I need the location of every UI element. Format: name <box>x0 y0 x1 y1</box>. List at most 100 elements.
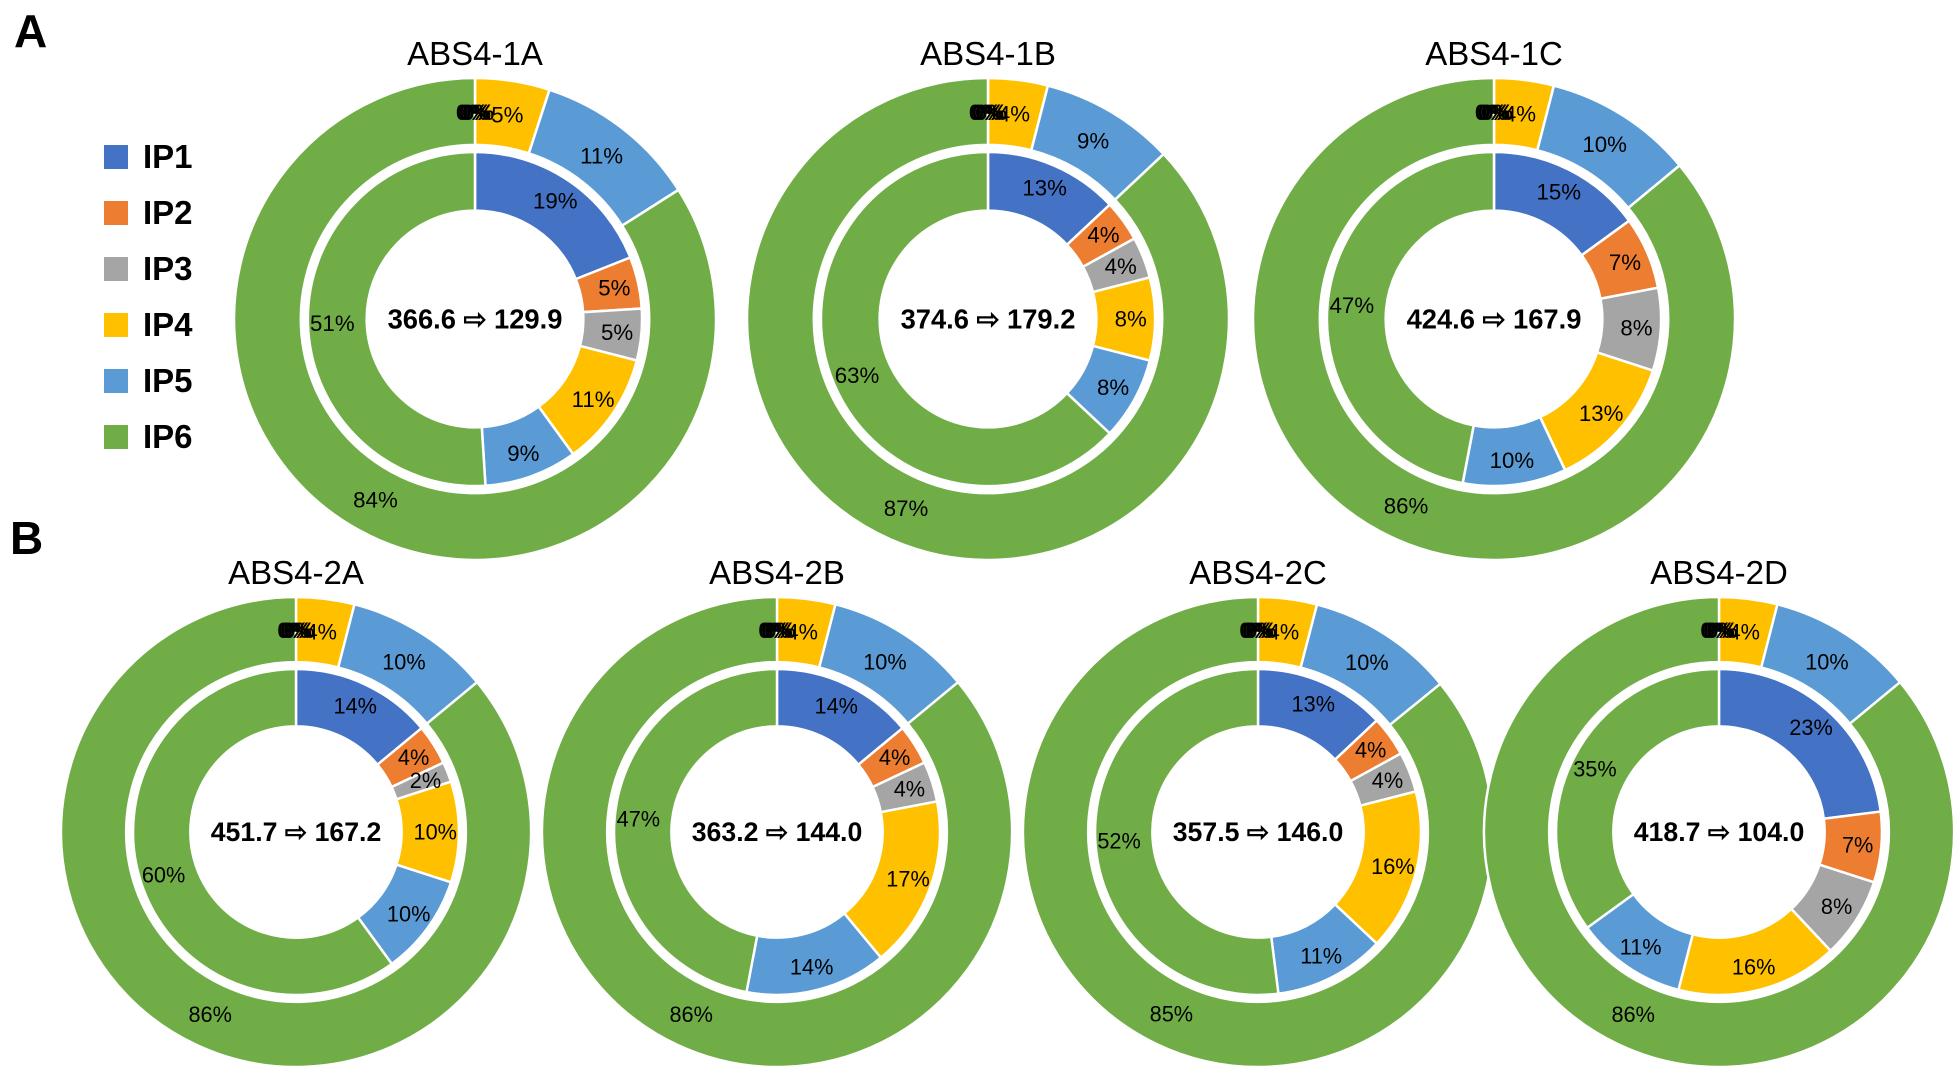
donut-svg: 0%0%0%4%10%86%14%4%2%10%10%60%451.7 ⇨ 16… <box>59 595 533 1069</box>
segment-label: 0% <box>1239 618 1270 643</box>
segment-label: 4% <box>879 745 910 770</box>
center-value-label: 374.6 ⇨ 179.2 <box>901 304 1076 335</box>
segment-label: 10% <box>387 901 430 926</box>
donut-svg: 0%0%0%4%10%86%23%7%8%16%11%35%418.7 ⇨ 10… <box>1482 595 1956 1069</box>
donut-chart: ABS4-2D 0% 0% 0% 4% 10% 86% 23% 7% 8% 16% 11% 35% 41… <box>1482 551 1956 1069</box>
segment-label: 0% <box>975 100 1007 125</box>
legend-label: IP1 <box>143 138 193 175</box>
segment-label: 9% <box>507 441 539 466</box>
legend-item-ip2: IP2 <box>104 196 193 229</box>
donut-segment-ip6 <box>1482 595 1956 1069</box>
segment-label: 5% <box>491 102 523 127</box>
segment-label: 11% <box>572 387 615 412</box>
legend-item-ip3: IP3 <box>104 252 193 285</box>
legend-label: IP4 <box>143 306 193 343</box>
legend-item-ip5: IP5 <box>104 364 193 397</box>
segment-label: 86% <box>669 1002 712 1027</box>
segment-label: 16% <box>1732 954 1775 979</box>
donut-segment-ip6 <box>612 667 779 994</box>
segment-label: 4% <box>1372 768 1403 793</box>
segment-label: 7% <box>1609 250 1641 275</box>
donut-segment-ip6 <box>1093 667 1280 997</box>
segment-label: 10% <box>382 649 425 674</box>
chart-title: ABS4-2C <box>1189 554 1327 591</box>
segment-label: 0% <box>1706 618 1737 643</box>
segment-label: 5% <box>601 320 633 345</box>
legend-swatch <box>104 312 128 337</box>
segment-label: 86% <box>188 1002 231 1027</box>
segment-label: 51% <box>310 311 355 336</box>
segment-label: 4% <box>787 620 818 645</box>
segment-label: 7% <box>1842 833 1873 858</box>
segment-label: 47% <box>1330 293 1375 318</box>
segment-label: 0% <box>277 618 308 643</box>
segment-label: 13% <box>1292 692 1335 717</box>
segment-label: 10% <box>863 649 906 674</box>
donut-svg: 0%0%0%4%10%86%14%4%4%17%14%47% 363.2 ⇨ 14… <box>540 595 1014 1069</box>
donut-chart: ABS4-1A 0% 0% 0% 5% 11% 84% 19% 5% 5% 11% 9% 51% 366… <box>232 32 718 562</box>
segment-label: 0% <box>280 618 311 643</box>
segment-label: 9% <box>1077 129 1109 154</box>
chart-title: ABS4-2A <box>228 554 364 591</box>
legend-swatch <box>104 200 128 225</box>
segment-label: 4% <box>306 620 337 645</box>
legend-label: IP2 <box>143 194 193 231</box>
segment-label: 4% <box>1355 738 1386 763</box>
legend-swatch <box>104 144 128 169</box>
segment-label: 0% <box>459 100 491 125</box>
segment-label: 4% <box>1504 102 1536 127</box>
segment-label: 0% <box>1242 618 1273 643</box>
segment-label: 23% <box>1789 715 1832 740</box>
segment-label: 86% <box>1611 1002 1654 1027</box>
panel-label-b: B <box>10 512 44 564</box>
segment-label: 0% <box>758 618 789 643</box>
legend-swatch <box>104 256 128 281</box>
donut-segment-ip6 <box>540 595 1014 1069</box>
segment-label: 5% <box>598 275 630 300</box>
donut-segment-ip6 <box>745 76 1231 562</box>
segment-label: 10% <box>1582 132 1627 157</box>
legend-label: IP6 <box>143 418 193 455</box>
donut-chart: ABS4-1B 0% 0% 0% 4% 9% 87% 13% 4% 4% 8% 8% 63% 374.6… <box>745 32 1231 562</box>
segment-label: 86% <box>1384 493 1429 518</box>
chart-title: ABS4-1C <box>1425 35 1563 72</box>
center-value-label: 363.2 ⇨ 144.0 <box>692 817 863 847</box>
donut-chart: ABS4-1C 0% 0% 0% 4% 10% 86% 15% 7% 8% 13% 10% 47% 42… <box>1251 32 1737 562</box>
legend-item-ip6: IP6 <box>104 420 193 453</box>
segment-label: 0% <box>462 100 494 125</box>
segment-label: 0% <box>1703 618 1734 643</box>
donut-svg: 0%0%0%4%10%85%13%4%4%16%11%52% 357.5 ⇨ 14… <box>1021 595 1495 1069</box>
segment-label: 52% <box>1097 828 1140 853</box>
segment-label: 10% <box>1345 650 1388 675</box>
segment-label: 10% <box>413 820 456 845</box>
legend: IP1 IP2 IP3 IP4 IP5 IP6 <box>104 140 193 453</box>
segment-label: 0% <box>1245 618 1276 643</box>
segment-label: 84% <box>353 488 398 513</box>
segment-label: 17% <box>886 867 929 892</box>
donut-chart: ABS4-2B 0% 0% 0% 4% 10% 86% 14% 4% 4% 17% 14% 47% 36… <box>540 551 1014 1069</box>
donut-svg: 0%0%0%4%10%86%15%7%8%13%10%47% 424.6 ⇨ 16… <box>1251 76 1737 562</box>
segment-label: 10% <box>1805 649 1848 674</box>
segment-label: 8% <box>1620 316 1652 341</box>
segment-label: 8% <box>1821 894 1852 919</box>
segment-label: 0% <box>969 100 1001 125</box>
donut-segment-ip6 <box>306 150 487 488</box>
segment-label: 35% <box>1573 756 1616 781</box>
panel-label-a: A <box>14 5 48 57</box>
segment-label: 13% <box>1579 401 1624 426</box>
center-value-label: 418.7 ⇨ 104.0 <box>1634 817 1805 847</box>
segment-label: 0% <box>761 618 792 643</box>
segment-label: 60% <box>142 863 185 888</box>
donut-segment-ip6 <box>1021 595 1495 1069</box>
segment-label: 19% <box>533 188 578 213</box>
segment-label: 0% <box>1481 100 1513 125</box>
donut-segment-ip1 <box>1717 667 1882 820</box>
segment-label: 4% <box>894 776 925 801</box>
legend-item-ip1: IP1 <box>104 140 193 173</box>
legend-swatch <box>104 368 128 393</box>
segment-label: 8% <box>1097 375 1129 400</box>
segment-label: 85% <box>1150 1001 1193 1026</box>
donut-segment-ip6 <box>59 595 533 1069</box>
segment-label: 16% <box>1371 854 1414 879</box>
